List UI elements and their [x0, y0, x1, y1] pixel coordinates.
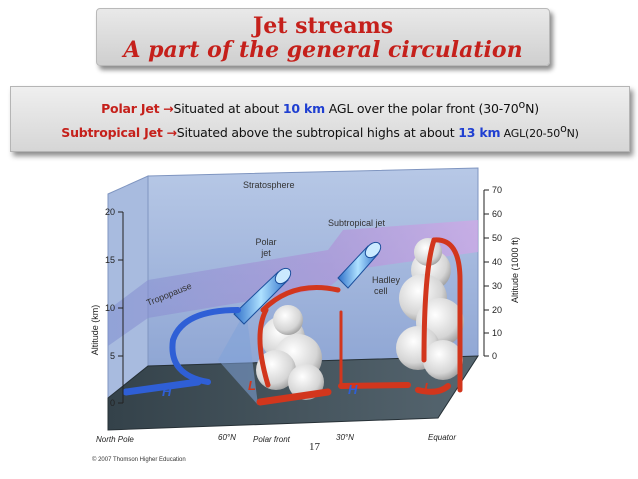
polar-jet-label-2: jet — [260, 248, 271, 258]
subtropical-jet-text-after: AGL(20-50 — [500, 127, 561, 141]
left-tick-label: 20 — [105, 207, 115, 217]
north-pole-label: North Pole — [96, 435, 134, 444]
subtropical-jet-altitude: 13 km — [458, 125, 501, 141]
left-tick-label: 15 — [105, 255, 115, 265]
polar-jet-label: Polar Jet — [101, 101, 160, 117]
polar-jet-altitude: 10 km — [282, 101, 325, 117]
high-pressure-marker: H — [162, 384, 172, 399]
subtropical-jet-suffix: N) — [566, 127, 579, 141]
polar-jet-text-before: Situated at about — [173, 101, 283, 117]
right-tick-label: 50 — [492, 233, 502, 243]
left-altitude-axis — [118, 211, 124, 404]
subtropical-jet-line: Subtropical Jet →Situated above the subt… — [15, 122, 625, 140]
left-tick-label: 5 — [110, 351, 115, 361]
stratosphere-label: Stratosphere — [243, 180, 295, 190]
polar-front-label: Polar front — [253, 435, 291, 444]
circulation-arrows — [122, 237, 463, 406]
lat-30-label: 30°N — [336, 433, 354, 442]
high-pressure-marker: H — [348, 382, 358, 397]
subtropical-jet-label: Subtropical Jet — [61, 125, 163, 141]
right-altitude-axis — [483, 189, 489, 357]
arrow-right-icon: → — [163, 101, 174, 117]
right-tick-label: 10 — [492, 328, 502, 338]
hadley-label-1: Hadley — [372, 275, 401, 285]
copyright-text: © 2007 Thomson Higher Education — [92, 456, 186, 463]
left-axis-title: Altitude (km) — [90, 305, 100, 356]
pressure-markers: H L H L — [162, 378, 432, 399]
right-tick-label: 40 — [492, 257, 502, 267]
polar-jet-label-1: Polar — [255, 237, 276, 247]
right-axis-ticks: 70 60 50 40 30 20 10 0 — [492, 185, 502, 361]
lat-60-label: 60°N — [218, 433, 236, 442]
left-tick-label: 0 — [110, 398, 115, 408]
polar-jet-line: Polar Jet →Situated at about 10 km AGL o… — [11, 98, 629, 116]
info-box: Polar Jet →Situated at about 10 km AGL o… — [10, 86, 630, 152]
arrow-right-icon: → — [166, 125, 177, 141]
left-axis-ticks: 20 15 10 5 0 — [105, 207, 115, 408]
polar-jet-core — [233, 267, 292, 325]
ground-labels: North Pole 60°N Polar front 30°N Equator — [96, 433, 456, 444]
right-tick-label: 60 — [492, 209, 502, 219]
title-line-1: Jet streams — [252, 13, 394, 39]
title-line-2: A part of the general circulation — [123, 37, 523, 63]
polar-jet-text-after: AGL over the polar front (30-70 — [324, 101, 519, 117]
low-pressure-marker: L — [248, 378, 256, 393]
subtropical-jet-label: Subtropical jet — [328, 218, 386, 228]
subtropical-jet-text-before: Situated above the subtropical highs at … — [176, 125, 459, 141]
page-number: 17 — [309, 441, 320, 453]
subtropical-jet-core — [337, 241, 382, 289]
right-tick-label: 30 — [492, 281, 502, 291]
cloud-midlatitude — [256, 305, 324, 400]
degree-symbol: o — [518, 98, 526, 111]
title-banner: Jet streams A part of the general circul… — [96, 8, 550, 66]
low-pressure-marker: L — [424, 380, 432, 395]
jet-stream-diagram: 20 15 10 5 0 Altitude (km) 70 60 50 40 3… — [90, 167, 520, 463]
polar-jet-suffix: N) — [525, 101, 539, 117]
right-tick-label: 70 — [492, 185, 502, 195]
cloud-tropical — [396, 238, 464, 380]
right-tick-label: 20 — [492, 305, 502, 315]
right-axis-title: Altitude (1000 ft) — [510, 237, 520, 303]
tropopause-band — [108, 220, 478, 346]
equator-label: Equator — [428, 433, 456, 442]
degree-symbol: o — [560, 122, 567, 135]
right-tick-label: 0 — [492, 351, 497, 361]
hadley-label-2: cell — [374, 286, 388, 296]
polar-front-wedge — [218, 310, 258, 405]
left-tick-label: 10 — [105, 303, 115, 313]
